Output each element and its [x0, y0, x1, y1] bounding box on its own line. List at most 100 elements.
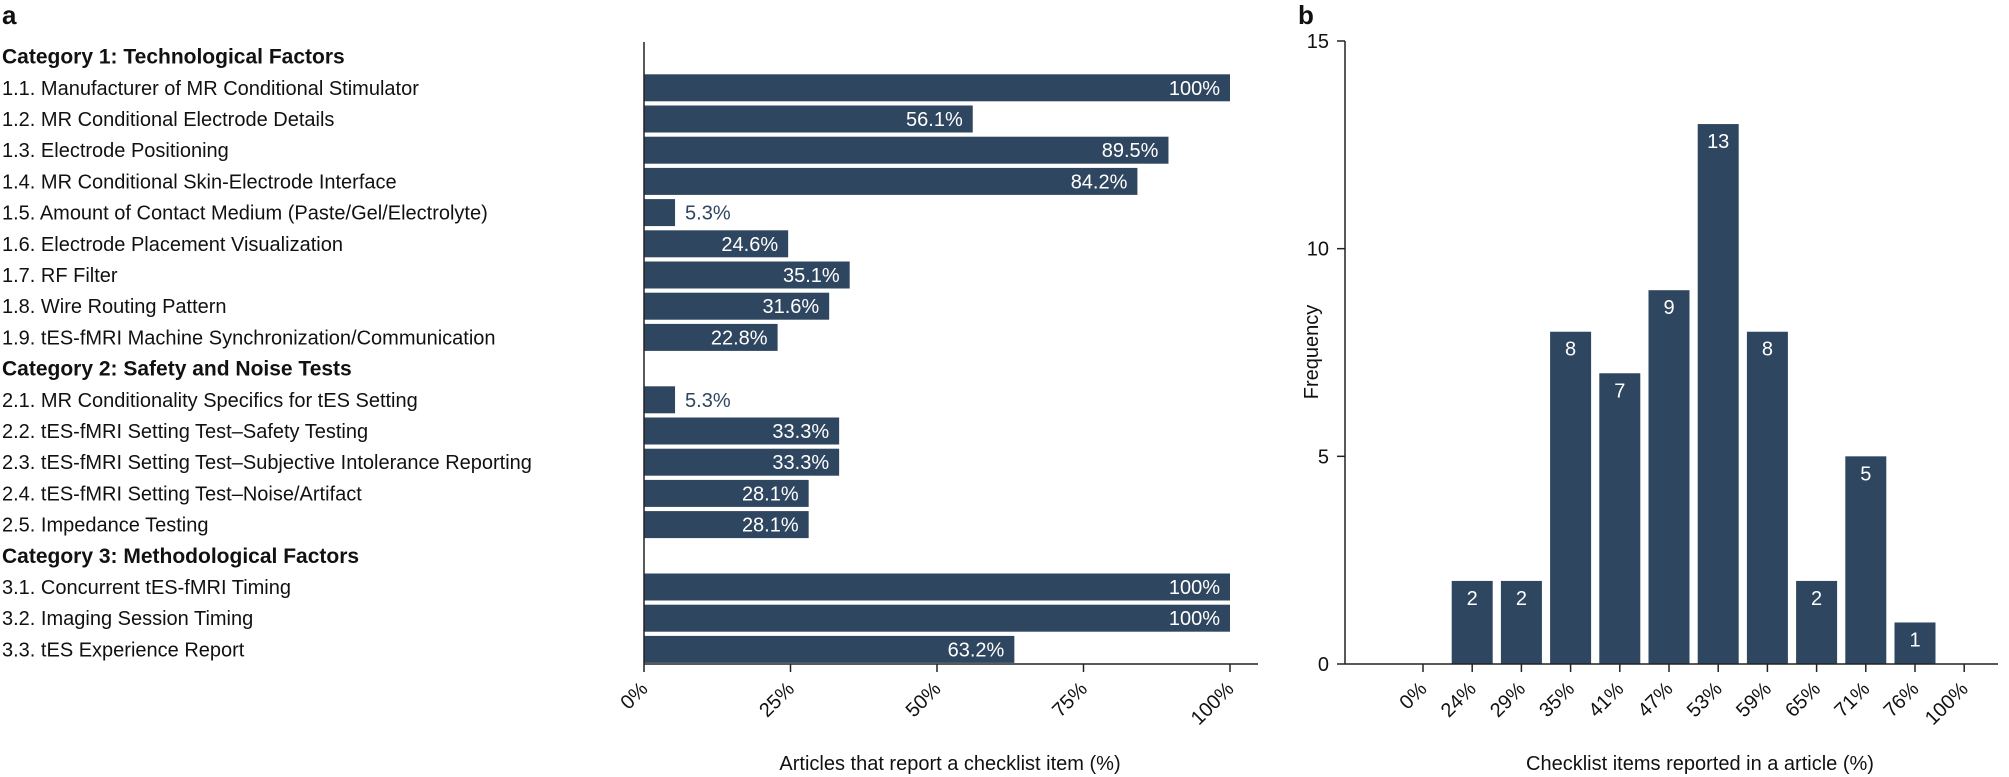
- checklist-item-label: 2.3. tES-fMRI Setting Test–Subjective In…: [2, 452, 532, 474]
- bar: [644, 604, 1230, 632]
- checklist-item-label: 2.2. tES-fMRI Setting Test–Safety Testin…: [2, 421, 368, 443]
- bar-value-label: 9: [1663, 297, 1674, 319]
- y-axis-title: Frequency: [1301, 305, 1323, 400]
- bar: [644, 261, 850, 289]
- bar: [644, 417, 840, 445]
- bar-value-label: 31.6%: [762, 296, 819, 318]
- histogram-bar: [1894, 622, 1936, 664]
- bar-value-label: 5.3%: [685, 203, 731, 225]
- bar: [644, 479, 809, 507]
- histogram-bar: [1451, 580, 1493, 664]
- histogram-bar: [1845, 456, 1887, 664]
- bar: [644, 74, 1230, 102]
- panel-b-chart: 0% 2 24% 2 29% 8 35% 7 41% 9 47% 13 53% 8 59% 2 65% 5 71% 1…: [1301, 31, 1998, 775]
- bar: [644, 511, 809, 539]
- bar-value-label: 5: [1860, 463, 1871, 485]
- panel-a-letter: a: [2, 0, 17, 30]
- x-tick-label: 47%: [1634, 678, 1678, 722]
- x-tick-label: 59%: [1732, 678, 1776, 722]
- category-label: Category 2: Safety and Noise Tests: [2, 358, 352, 381]
- bar: [644, 323, 778, 351]
- bar-value-label: 22.8%: [711, 327, 768, 349]
- category-label: Category 3: Methodological Factors: [2, 545, 359, 568]
- bar-value-label: 1: [1909, 629, 1920, 651]
- checklist-item-label: 1.3. Electrode Positioning: [2, 140, 229, 162]
- x-tick-label: 100%: [1921, 678, 1973, 730]
- bar-value-label: 100%: [1169, 577, 1220, 599]
- checklist-item-label: 1.4. MR Conditional Skin-Electrode Inter…: [2, 171, 397, 193]
- bar-value-label: 2: [1516, 588, 1527, 610]
- y-tick-label: 0: [1318, 654, 1329, 676]
- checklist-item-label: 1.5. Amount of Contact Medium (Paste/Gel…: [2, 203, 488, 225]
- bar-value-label: 2: [1811, 588, 1822, 610]
- x-tick-label: 29%: [1486, 678, 1530, 722]
- bar-value-label: 100%: [1169, 608, 1220, 630]
- x-tick-label: 24%: [1437, 678, 1481, 722]
- checklist-item-label: 3.1. Concurrent tES-fMRI Timing: [2, 577, 291, 599]
- histogram-bar: [1697, 124, 1739, 665]
- bar-value-label: 100%: [1169, 78, 1220, 100]
- bar: [644, 199, 676, 227]
- bar-value-label: 35.1%: [783, 265, 840, 287]
- bar: [644, 292, 830, 320]
- x-tick-label: 0%: [617, 678, 653, 714]
- bar: [644, 448, 840, 476]
- bar: [644, 230, 789, 258]
- x-tick-label: 65%: [1781, 678, 1825, 722]
- histogram-bar: [1796, 580, 1838, 664]
- histogram-bar: [1599, 373, 1641, 664]
- bar: [644, 386, 676, 414]
- x-axis-title: Articles that report a checklist item (%…: [779, 753, 1120, 775]
- checklist-item-label: 1.2. MR Conditional Electrode Details: [2, 109, 334, 131]
- checklist-item-label: 1.1. Manufacturer of MR Conditional Stim…: [2, 78, 419, 100]
- histogram-bar: [1746, 331, 1788, 664]
- x-tick-label: 50%: [902, 678, 946, 722]
- bar: [644, 136, 1169, 164]
- histogram-bar: [1648, 290, 1690, 664]
- category-label: Category 1: Technological Factors: [2, 46, 345, 69]
- x-tick-label: 71%: [1830, 678, 1874, 722]
- bar: [644, 105, 973, 133]
- bar-value-label: 2: [1467, 588, 1478, 610]
- bar-value-label: 89.5%: [1102, 140, 1159, 162]
- bar-value-label: 8: [1565, 339, 1576, 361]
- checklist-item-label: 3.3. tES Experience Report: [2, 639, 245, 661]
- x-tick-label: 53%: [1683, 678, 1727, 722]
- bar-value-label: 13: [1707, 131, 1729, 153]
- checklist-item-label: 2.1. MR Conditionality Specifics for tES…: [2, 390, 418, 412]
- panel-b-letter: b: [1298, 0, 1314, 30]
- bar-value-label: 7: [1614, 380, 1625, 402]
- bar-value-label: 84.2%: [1071, 171, 1128, 193]
- bar: [644, 573, 1230, 601]
- histogram-bar: [1500, 580, 1542, 664]
- bar-value-label: 33.3%: [772, 452, 829, 474]
- checklist-item-label: 1.8. Wire Routing Pattern: [2, 296, 227, 318]
- bar-value-label: 63.2%: [948, 639, 1005, 661]
- bar-value-label: 33.3%: [772, 421, 829, 443]
- x-tick-label: 25%: [755, 678, 799, 722]
- checklist-item-label: 1.7. RF Filter: [2, 265, 118, 287]
- x-tick-label: 35%: [1535, 678, 1579, 722]
- bar-value-label: 28.1%: [742, 483, 799, 505]
- x-tick-label: 41%: [1584, 678, 1628, 722]
- bar: [644, 635, 1015, 663]
- histogram-bar: [1550, 331, 1592, 664]
- x-tick-label: 75%: [1048, 678, 1092, 722]
- y-tick-label: 10: [1307, 239, 1329, 261]
- panel-a-chart: Category 1: Technological Factors 1.1. Ma…: [2, 42, 1258, 775]
- bar-value-label: 24.6%: [721, 234, 778, 256]
- checklist-item-label: 2.5. Impedance Testing: [2, 515, 208, 537]
- checklist-item-label: 1.9. tES-fMRI Machine Synchronization/Co…: [2, 327, 496, 349]
- x-tick-label: 100%: [1187, 678, 1239, 730]
- bar-value-label: 28.1%: [742, 515, 799, 537]
- bar-value-label: 5.3%: [685, 390, 731, 412]
- checklist-item-label: 1.6. Electrode Placement Visualization: [2, 234, 343, 256]
- x-tick-label: 0%: [1396, 678, 1432, 714]
- bar-value-label: 8: [1762, 339, 1773, 361]
- bar-value-label: 56.1%: [906, 109, 963, 131]
- x-axis-title: Checklist items reported in a article (%…: [1526, 753, 1874, 775]
- checklist-item-label: 2.4. tES-fMRI Setting Test–Noise/Artifac…: [2, 483, 362, 505]
- y-tick-label: 5: [1318, 446, 1329, 468]
- checklist-item-label: 3.2. Imaging Session Timing: [2, 608, 253, 630]
- y-tick-label: 15: [1307, 31, 1329, 53]
